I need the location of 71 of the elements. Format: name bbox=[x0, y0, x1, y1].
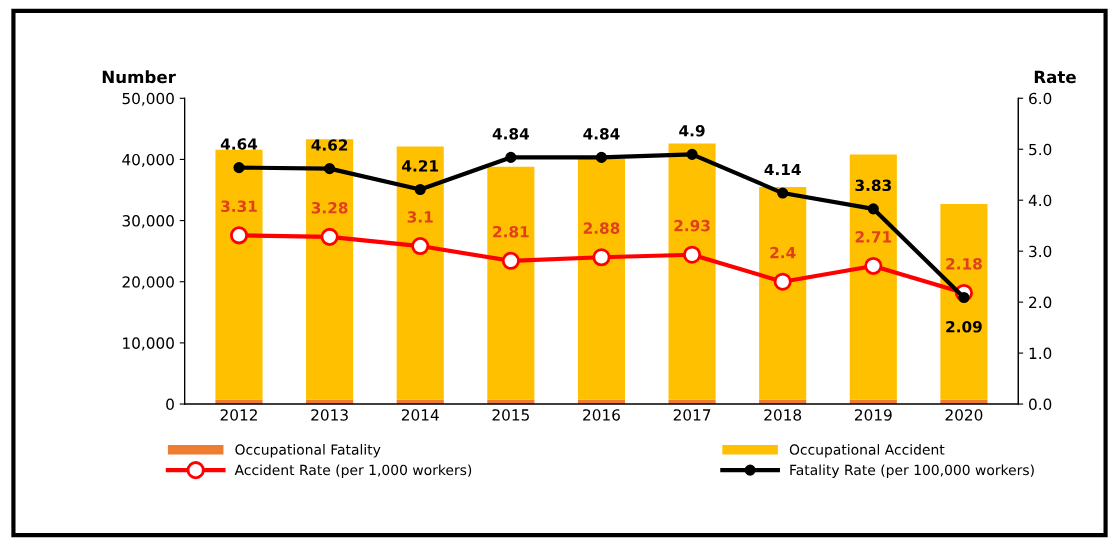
y2-tick-label: 4.0 bbox=[1028, 194, 1052, 207]
data-label: 3.31 bbox=[221, 200, 257, 213]
data-label: 4.64 bbox=[220, 138, 258, 150]
y2-tick-label: 5.0 bbox=[1029, 143, 1052, 156]
legend-label: Accident Rate (per 1,000 workers) bbox=[234, 464, 472, 478]
y-axis-title: Number bbox=[102, 70, 176, 84]
bar bbox=[759, 186, 807, 400]
bar bbox=[849, 154, 897, 400]
legend-label: Occupational Accident bbox=[789, 444, 945, 458]
x-tick-label: 2018 bbox=[764, 409, 802, 421]
y-tick-label: 10,000 bbox=[123, 337, 174, 351]
y-tick-label: 20,000 bbox=[122, 276, 174, 290]
bar bbox=[306, 139, 354, 400]
point bbox=[683, 245, 702, 264]
y2-tick-label: 2.0 bbox=[1029, 296, 1052, 309]
y-tick-label: 40,000 bbox=[122, 153, 174, 168]
point bbox=[777, 187, 789, 199]
y2-axis-title: Rate bbox=[1034, 70, 1076, 84]
data-label: 4.21 bbox=[402, 160, 439, 172]
x-tick-label: 2020 bbox=[945, 409, 983, 421]
legend-label: Fatality Rate (per 100,000 workers) bbox=[790, 464, 1034, 478]
point bbox=[233, 162, 245, 174]
y2-tick-label: 0.0 bbox=[1029, 398, 1052, 411]
data-label: 2.4 bbox=[770, 246, 796, 259]
y2-tick-label: 6.0 bbox=[1029, 92, 1052, 105]
y2-tick-label: 1.0 bbox=[1029, 347, 1052, 360]
point bbox=[229, 226, 249, 245]
data-label: 3.1 bbox=[407, 211, 433, 223]
x-tick-label: 2012 bbox=[220, 409, 257, 421]
x-tick-label: 2019 bbox=[854, 409, 892, 421]
bar bbox=[215, 149, 263, 400]
point bbox=[320, 227, 339, 246]
point bbox=[864, 256, 883, 275]
data-label: 2.81 bbox=[493, 225, 529, 238]
x-tick-label: 2017 bbox=[673, 409, 711, 421]
bar bbox=[577, 158, 626, 400]
point bbox=[414, 183, 426, 196]
point bbox=[501, 251, 520, 270]
data-label: 4.9 bbox=[679, 125, 705, 137]
data-label: 4.84 bbox=[492, 128, 529, 140]
data-label: 2.18 bbox=[946, 258, 982, 270]
point bbox=[773, 272, 792, 291]
bar bbox=[396, 146, 444, 400]
x-tick-label: 2016 bbox=[583, 409, 620, 421]
point bbox=[867, 203, 879, 215]
x-tick-label: 2015 bbox=[492, 409, 529, 421]
x-tick-label: 2014 bbox=[401, 409, 439, 421]
point bbox=[324, 163, 336, 175]
data-label: 4.14 bbox=[764, 163, 801, 176]
data-label: 2.71 bbox=[855, 231, 892, 243]
point bbox=[411, 237, 430, 256]
point bbox=[505, 151, 517, 163]
data-label: 3.28 bbox=[311, 201, 348, 214]
point bbox=[592, 248, 611, 267]
data-label: 4.84 bbox=[583, 128, 620, 140]
point bbox=[686, 148, 698, 160]
y-tick-label: 50,000 bbox=[122, 92, 174, 106]
bar bbox=[487, 166, 535, 400]
x-tick-label: 2013 bbox=[311, 409, 348, 421]
y-tick-label: 30,000 bbox=[122, 215, 174, 229]
data-label: 4.62 bbox=[311, 139, 348, 151]
y-tick-label: 0 bbox=[166, 398, 174, 411]
point bbox=[595, 151, 608, 163]
data-label: 2.93 bbox=[674, 219, 710, 232]
bar bbox=[668, 143, 716, 400]
legend-label: Occupational Fatality bbox=[235, 444, 381, 458]
bar bbox=[940, 204, 988, 400]
data-label: 3.83 bbox=[855, 179, 891, 192]
y2-tick-label: 3.0 bbox=[1029, 245, 1052, 258]
data-label: 2.09 bbox=[946, 320, 982, 333]
data-label: 2.88 bbox=[583, 222, 620, 234]
